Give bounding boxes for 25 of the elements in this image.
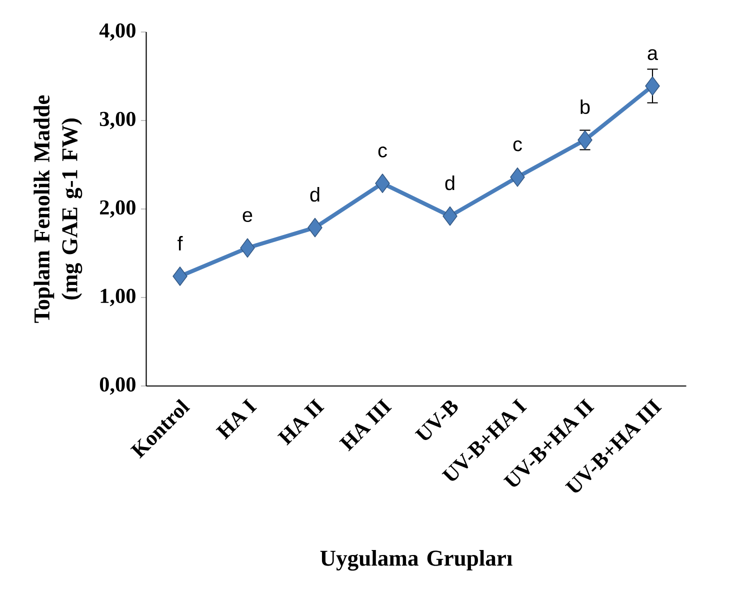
annotation: f: [178, 236, 183, 250]
y-tick-label: 1,00: [100, 288, 136, 306]
y-tick-label: 3,00: [100, 112, 136, 130]
annotation: c: [378, 146, 387, 158]
annotation: b: [580, 99, 590, 114]
point: [308, 218, 322, 238]
point: [510, 167, 525, 187]
y-axis-title: Toplam Fenolik Madde (mg GAE g-1 FW): [34, 95, 82, 323]
point: [172, 266, 188, 286]
y-tick-label: 2,00: [100, 200, 136, 218]
y-tick-label: 0,00: [100, 377, 136, 395]
x-tick-label: HA III: [339, 398, 392, 452]
annotation: d: [310, 187, 320, 202]
point: [240, 238, 255, 258]
x-tick-label: HA I: [216, 398, 257, 440]
point: [442, 206, 458, 226]
point: [645, 76, 660, 96]
annotation: a: [648, 49, 658, 60]
point: [375, 174, 390, 194]
annotation: c: [513, 140, 522, 152]
annotation: e: [242, 211, 252, 222]
x-axis-title: Uygulama Grupları: [320, 550, 512, 571]
x-tick-label: HA II: [277, 398, 324, 446]
annotation: d: [445, 176, 454, 190]
y-tick-label: 4,00: [99, 23, 136, 41]
